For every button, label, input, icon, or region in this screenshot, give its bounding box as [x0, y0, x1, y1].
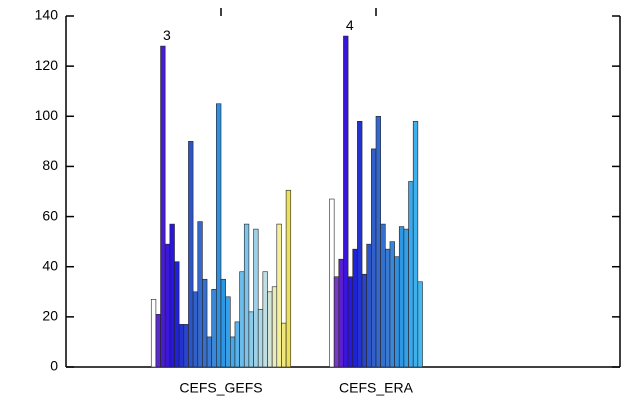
bar: [267, 291, 273, 368]
bar: [281, 322, 287, 368]
bar: [216, 103, 222, 368]
bar: [398, 226, 405, 368]
bar: [188, 141, 194, 368]
bar: [375, 115, 381, 368]
bar: [202, 278, 208, 368]
bar: [389, 241, 395, 368]
bar: [357, 121, 363, 368]
bar: [211, 288, 217, 368]
y-tick-label: 0: [50, 358, 58, 374]
bar: [347, 276, 354, 368]
bar: [329, 198, 335, 368]
bar: [169, 223, 175, 368]
y-tick-label: 140: [35, 7, 59, 23]
annotation: 4: [346, 17, 354, 33]
bar: [333, 276, 340, 368]
bar: [371, 148, 377, 368]
bar: [352, 248, 358, 368]
y-tick-label: 60: [42, 207, 58, 223]
bar: [192, 291, 199, 368]
bar: [150, 299, 157, 368]
bar: [239, 271, 245, 368]
y-tick-label: 40: [42, 257, 58, 273]
bar: [343, 35, 349, 368]
bar: [338, 258, 344, 368]
bar: [225, 296, 231, 368]
bar: [403, 228, 409, 368]
bar: [197, 221, 203, 368]
x-tick-label: CEFS_GEFS: [179, 380, 262, 396]
annotation: 3: [163, 27, 171, 43]
bar: [234, 321, 240, 368]
bar: [230, 336, 236, 368]
y-tick-label: 120: [35, 57, 59, 73]
bar: [160, 45, 166, 368]
bar: [412, 121, 419, 368]
bar: [243, 223, 250, 368]
bar: [408, 181, 414, 368]
bar: [276, 223, 282, 368]
bar: [361, 273, 367, 368]
bar: [178, 324, 185, 368]
bar: [271, 286, 278, 368]
bar: [417, 281, 423, 368]
bar: [285, 189, 292, 368]
bar: [248, 311, 254, 368]
bar: [394, 256, 400, 368]
bar: [174, 261, 180, 368]
bar: [380, 223, 386, 368]
bar: [183, 324, 189, 368]
bar: [164, 243, 171, 368]
bar: [366, 243, 372, 368]
y-tick-label: 100: [35, 107, 59, 123]
bar: [262, 271, 268, 368]
bar: [206, 336, 213, 368]
x-tick-label: CEFS_ERA: [339, 380, 414, 396]
bar: [253, 228, 259, 368]
bar: [220, 278, 226, 368]
y-tick-label: 20: [42, 308, 58, 324]
bar: [384, 248, 391, 368]
bar: [257, 309, 264, 368]
y-tick-label: 80: [42, 157, 58, 173]
bar: [155, 314, 161, 368]
